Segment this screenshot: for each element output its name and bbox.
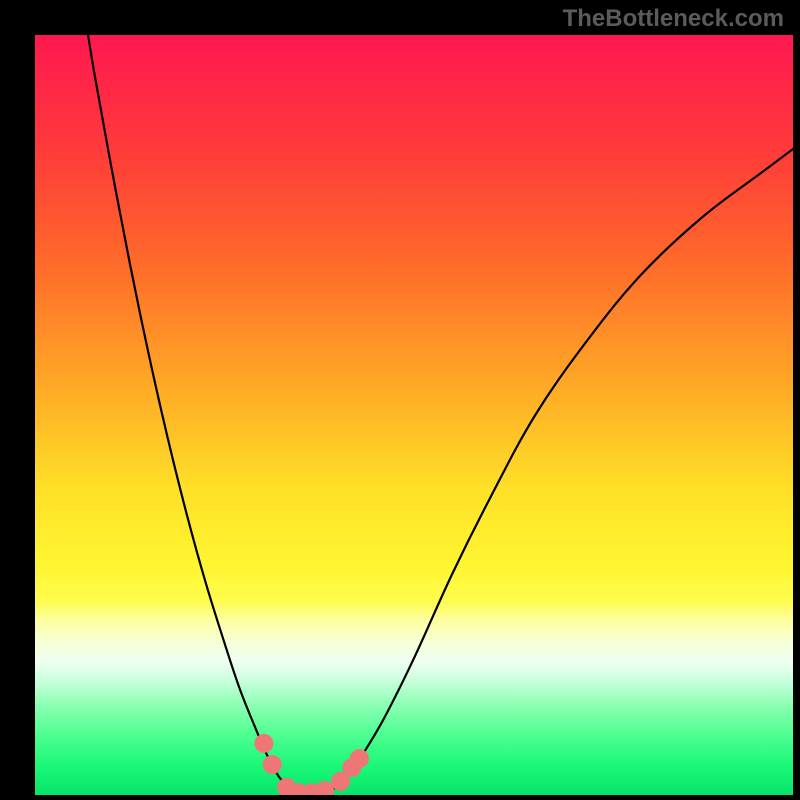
valley-marker — [316, 781, 334, 795]
valley-marker — [255, 734, 273, 752]
watermark-text: TheBottleneck.com — [563, 5, 784, 33]
chart-area — [35, 35, 793, 795]
valley-marker — [263, 756, 281, 774]
valley-marker — [350, 750, 368, 768]
chart-svg — [35, 35, 793, 795]
gradient-background — [35, 35, 793, 795]
